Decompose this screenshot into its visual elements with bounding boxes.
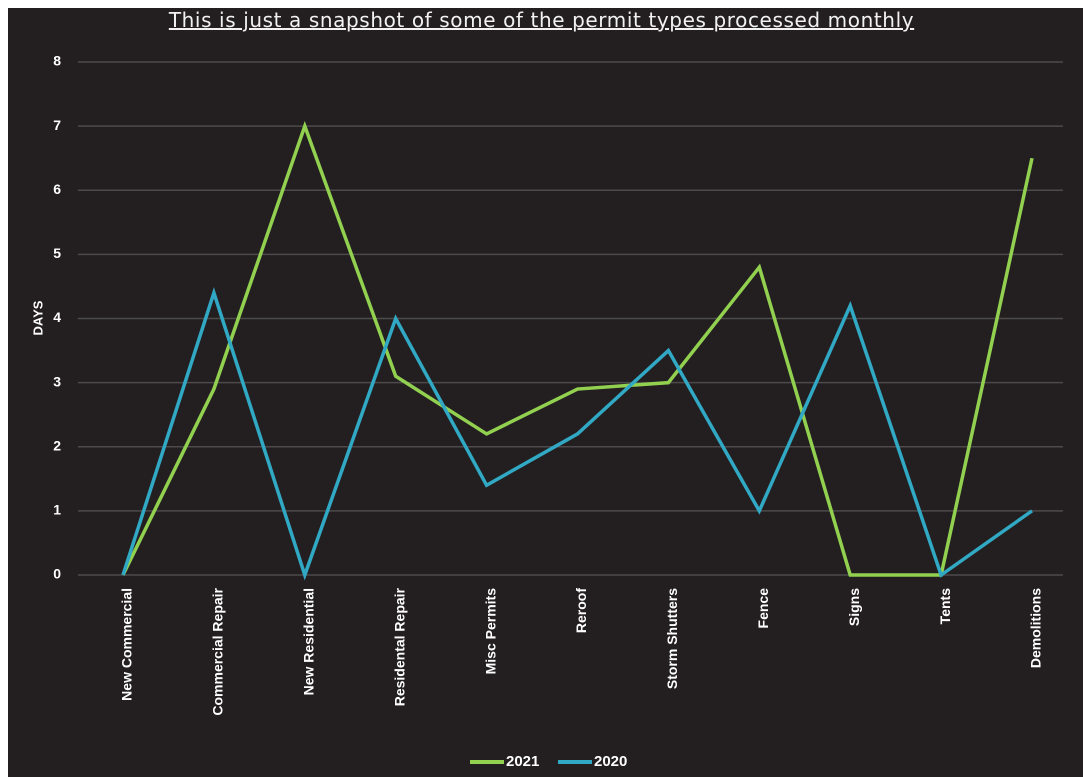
series-lines bbox=[121, 120, 1034, 581]
y-axis-ticks: 0 1 2 3 4 5 6 7 8 bbox=[53, 53, 61, 582]
legend-label-2021: 2021 bbox=[506, 753, 539, 770]
series-line-2021 bbox=[121, 120, 1034, 577]
y-tick-label: 2 bbox=[53, 437, 61, 453]
x-category-label: Signs bbox=[846, 588, 862, 626]
x-category-label: New Commercial bbox=[119, 588, 135, 701]
series-line-2020 bbox=[121, 287, 1034, 581]
x-axis-categories: New Commercial Commercial Repair New Resid… bbox=[119, 587, 1044, 715]
y-tick-label: 8 bbox=[53, 53, 61, 69]
y-tick-label: 6 bbox=[53, 181, 61, 197]
x-category-label: Reroof bbox=[573, 588, 589, 633]
x-category-label: Tents bbox=[937, 588, 953, 625]
y-axis-label: DAYS bbox=[30, 300, 45, 335]
x-category-label: Residental Repair bbox=[391, 587, 407, 706]
y-tick-label: 1 bbox=[53, 502, 61, 518]
x-category-label: Commercial Repair bbox=[210, 587, 226, 715]
x-category-label: Fence bbox=[755, 588, 771, 629]
x-category-label: New Residential bbox=[301, 588, 317, 695]
gridlines bbox=[78, 61, 1063, 576]
x-category-label: Demolitions bbox=[1028, 588, 1044, 668]
chart-background bbox=[8, 8, 1083, 777]
y-tick-label: 0 bbox=[53, 566, 61, 582]
y-tick-label: 5 bbox=[53, 245, 61, 261]
y-tick-label: 7 bbox=[53, 117, 61, 133]
chart-title: This is just a snapshot of some of the p… bbox=[168, 8, 915, 32]
x-category-label: Misc Permits bbox=[482, 588, 498, 675]
y-tick-label: 3 bbox=[53, 373, 61, 389]
legend: 2021 2020 bbox=[470, 753, 627, 770]
y-tick-label: 4 bbox=[53, 309, 61, 325]
x-category-label: Storm Shutters bbox=[664, 588, 680, 689]
legend-label-2020: 2020 bbox=[594, 753, 627, 770]
